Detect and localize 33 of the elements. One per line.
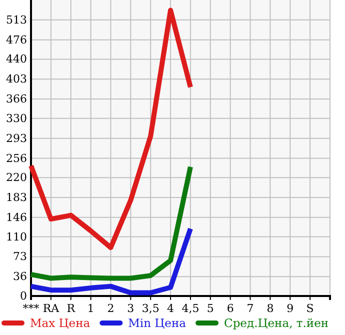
x-tick-label: 1 <box>87 302 94 315</box>
y-tick-label: 366 <box>6 92 27 106</box>
legend-label: Сред.Цена, т.йен <box>224 316 329 330</box>
x-tick-label: 3,5 <box>142 302 160 315</box>
y-tick-label: 220 <box>6 171 27 184</box>
x-tick-label: 7 <box>246 302 254 315</box>
x-tick-label: 2 <box>107 302 114 315</box>
y-tick-label: 183 <box>6 191 27 204</box>
x-tick-label: 4,5 <box>182 302 200 315</box>
y-tick-label: 440 <box>6 52 27 66</box>
y-tick-label: 36 <box>13 270 27 284</box>
x-tick-label: 3 <box>127 302 134 315</box>
legend-label: Min Цена <box>128 316 186 330</box>
y-tick-label: 256 <box>6 152 27 165</box>
y-tick-label: 146 <box>6 210 27 224</box>
y-tick-label: 403 <box>6 72 27 86</box>
y-tick-label: 476 <box>6 33 27 46</box>
y-tick-label: 330 <box>6 112 27 125</box>
x-tick-label: 8 <box>266 302 274 315</box>
x-tick-label: 5 <box>206 302 214 315</box>
y-tick-label: 73 <box>13 250 27 264</box>
x-tick-label: 6 <box>226 302 234 315</box>
legend-label: Max Цена <box>30 316 90 330</box>
y-tick-label: 293 <box>6 132 27 145</box>
x-tick-label: R <box>66 302 76 315</box>
x-tick-label: RA <box>42 302 60 315</box>
x-tick-label: S <box>306 302 314 315</box>
x-tick-label: *** <box>22 302 40 315</box>
y-tick-label: 513 <box>6 13 27 26</box>
x-tick-label: 4 <box>167 302 174 315</box>
y-tick-label: 110 <box>6 230 27 244</box>
y-tick-label: 0 <box>20 290 27 303</box>
x-tick-label: 9 <box>286 302 294 315</box>
